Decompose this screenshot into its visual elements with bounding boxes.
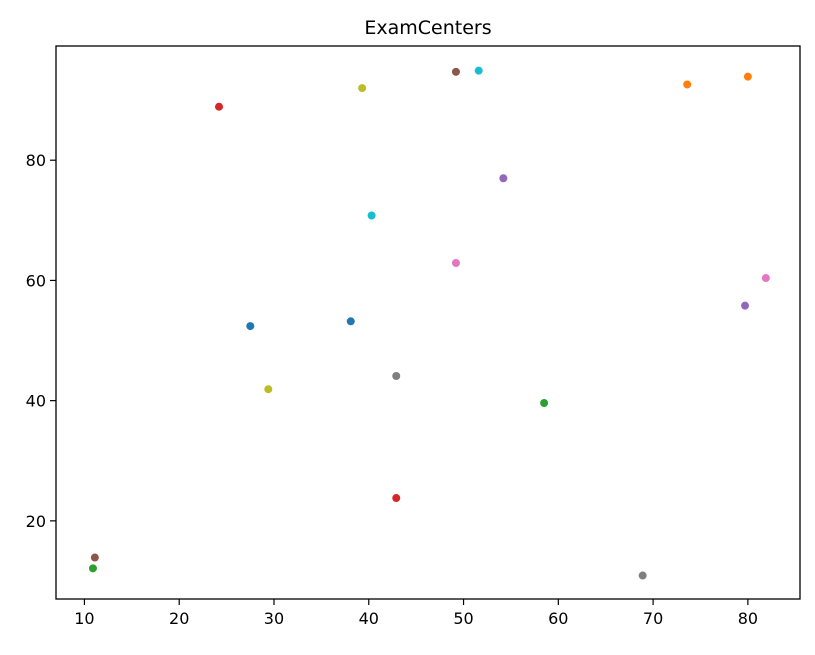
y-tick-label: 20 (26, 512, 46, 531)
x-tick-label: 50 (453, 609, 473, 628)
data-point (683, 80, 692, 89)
y-tick-label: 60 (26, 271, 46, 290)
data-point (743, 72, 752, 81)
data-point (474, 66, 483, 75)
data-point (246, 322, 255, 331)
x-axis: 10 20 30 40 50 60 70 80 (74, 599, 758, 628)
x-tick-label: 70 (643, 609, 663, 628)
data-point (215, 102, 224, 111)
data-point (90, 553, 99, 562)
y-tick-label: 40 (26, 392, 46, 411)
plot-area-frame (55, 45, 801, 600)
x-tick-label: 60 (548, 609, 568, 628)
data-point (346, 317, 355, 326)
data-point (638, 571, 647, 580)
x-tick-label: 80 (738, 609, 758, 628)
data-point (761, 274, 770, 283)
data-point (367, 211, 376, 220)
data-point (392, 494, 401, 503)
data-points (88, 66, 770, 580)
data-point (540, 399, 549, 408)
x-tick-label: 10 (74, 609, 94, 628)
data-point (358, 84, 367, 93)
data-point (392, 371, 401, 380)
data-point (264, 385, 273, 394)
data-point (741, 301, 750, 310)
x-tick-label: 30 (264, 609, 284, 628)
data-point (451, 67, 460, 76)
data-point (499, 174, 508, 183)
x-tick-label: 20 (169, 609, 189, 628)
chart-title: ExamCenters (364, 17, 491, 39)
y-tick-label: 80 (26, 151, 46, 170)
data-point (451, 258, 460, 267)
x-tick-label: 40 (359, 609, 379, 628)
data-point (88, 564, 97, 573)
y-axis: 20 40 60 80 (26, 151, 56, 531)
